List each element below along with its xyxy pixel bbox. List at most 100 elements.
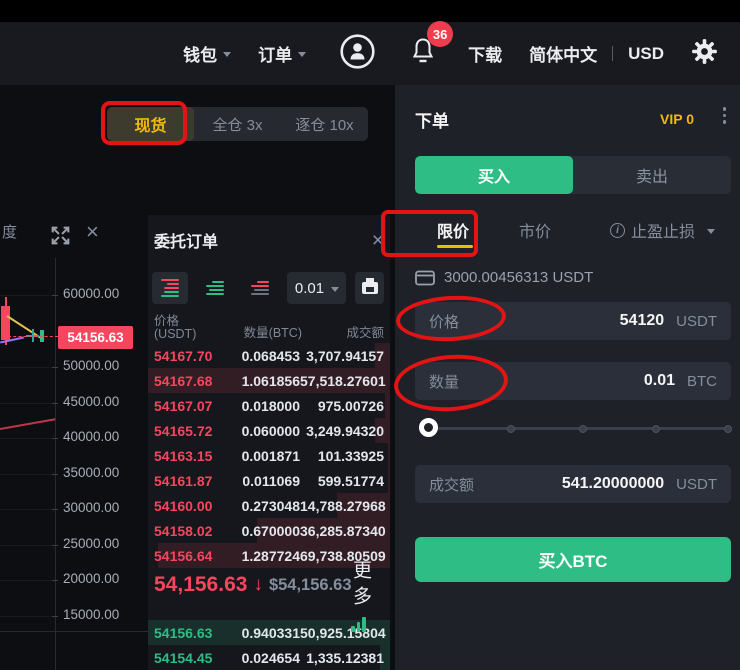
- row-price: 54156.64: [154, 547, 213, 564]
- precision-dropdown[interactable]: 0.01: [287, 272, 347, 304]
- depth-bar: [375, 343, 390, 368]
- close-icon: ×: [371, 228, 384, 252]
- buy-tab[interactable]: 买入: [415, 156, 573, 194]
- divider: [612, 46, 614, 61]
- tab-market-order[interactable]: 市价: [519, 224, 552, 241]
- available-balance-value: 3000.00456313 USDT: [444, 269, 594, 286]
- depth-bar: [148, 620, 390, 645]
- axis-label: 45000.00: [63, 394, 120, 409]
- axis-price-tag: 54156.63: [58, 326, 133, 349]
- available-balance-row: 3000.00456313 USDT: [415, 269, 593, 286]
- sell-tab[interactable]: 卖出: [635, 169, 668, 186]
- user-avatar-icon: [340, 33, 375, 69]
- slider-dot[interactable]: [506, 424, 515, 433]
- nav-wallet[interactable]: 钱包: [183, 41, 232, 66]
- orderbook-ask-row[interactable]: 54163.15 0.001871 101.33925: [148, 443, 390, 468]
- row-total: 69,738.80509: [300, 547, 386, 564]
- orderbook-ask-row[interactable]: 54158.02 0.670000 36,285.87340: [148, 518, 390, 543]
- orderbook-ask-row[interactable]: 54167.70 0.068453 3,707.94157: [148, 343, 390, 368]
- price-input-field[interactable]: 价格 54120 USDT: [415, 302, 731, 340]
- row-amount: 0.024654: [241, 649, 300, 666]
- col-header-total: 成交额: [346, 326, 384, 340]
- orderbook-view-asks-button[interactable]: [242, 272, 278, 304]
- row-price: 54165.72: [154, 422, 213, 439]
- orderbook-bid-row[interactable]: 54154.45 0.024654 1,335.12381: [148, 645, 390, 670]
- row-total: 57,518.27601: [300, 372, 386, 389]
- nav-wallet-label: 钱包: [183, 46, 218, 65]
- orderbook-ask-row[interactable]: 54156.64 1.287724 69,738.80509: [148, 543, 390, 568]
- axis-label: 25000.00: [63, 536, 120, 551]
- nav-currency-label: USD: [628, 43, 664, 63]
- orderbook-ask-row[interactable]: 54160.00 0.273048 14,788.27968: [148, 493, 390, 518]
- vip-level-badge[interactable]: VIP 0: [660, 111, 694, 127]
- bell-icon: [412, 38, 434, 63]
- info-icon: i: [610, 222, 625, 238]
- orderbook-panel: 委托订单 × 0.01: [148, 215, 390, 670]
- depth-bar: [336, 493, 390, 518]
- profile-avatar-button[interactable]: [339, 33, 376, 75]
- row-price: 54167.68: [154, 372, 213, 389]
- orderbook-ask-row[interactable]: 54167.07 0.018000 975.00726: [148, 393, 390, 418]
- row-total: 1,335.12381: [306, 649, 384, 666]
- grid-line: [0, 367, 53, 368]
- slider-dot[interactable]: [724, 424, 733, 433]
- axis-tick: [52, 545, 58, 546]
- nav-download[interactable]: 下载: [468, 41, 502, 66]
- nav-currency[interactable]: USD: [628, 44, 664, 64]
- expand-fullscreen-button[interactable]: [48, 223, 73, 253]
- row-total: 50,925.15804: [300, 624, 386, 641]
- row-amount: 0.940331: [241, 624, 300, 641]
- orderbook-ask-row[interactable]: 54167.68 1.061856 57,518.27601: [148, 368, 390, 393]
- tab-cross-margin[interactable]: 全仓 3x: [212, 116, 263, 134]
- close-icon: ×: [86, 219, 99, 244]
- col-header-amount: 数量(BTC): [243, 326, 302, 340]
- row-price: 54160.00: [154, 497, 213, 514]
- top-navigation-bar: 钱包 订单 36 下载 简体中文 U: [0, 21, 740, 85]
- depth-bar: [385, 393, 390, 418]
- axis-label: 60000.00: [63, 286, 120, 301]
- bid-rows: 54156.63 0.940331 50,925.15804 54154.45 0.02…: [148, 620, 390, 670]
- orderbook-view-both-button[interactable]: [152, 272, 189, 304]
- last-price-row[interactable]: 54,156.63 ↓ $54,156.63: [154, 573, 352, 597]
- row-amount: 0.001871: [241, 447, 300, 464]
- nav-language[interactable]: 简体中文: [529, 41, 597, 66]
- slider-handle[interactable]: [419, 418, 438, 437]
- last-price: 54,156.63: [154, 573, 248, 596]
- orderbook-ask-row[interactable]: 54165.72 0.060000 3,249.94320: [148, 418, 390, 443]
- orderbook-view-bids-button[interactable]: [197, 272, 233, 304]
- tab-spot[interactable]: 现货: [107, 107, 194, 141]
- amount-percentage-slider[interactable]: [415, 417, 733, 439]
- buy-btc-submit-button[interactable]: 买入BTC: [415, 537, 731, 582]
- order-type-tabs: 限价 市价 i 止盈止损: [415, 218, 731, 248]
- nav-orders[interactable]: 订单: [258, 41, 307, 66]
- chart-close-button[interactable]: ×: [86, 219, 99, 245]
- orderbook-ask-row[interactable]: 54161.87 0.011069 599.51774: [148, 468, 390, 493]
- orderbook-settings-button[interactable]: [355, 272, 384, 304]
- orderbook-more-link[interactable]: 更多: [350, 560, 371, 612]
- tab-isolated-margin[interactable]: 逐仓 10x: [295, 116, 354, 134]
- notifications-button[interactable]: 36: [409, 21, 454, 71]
- slider-track[interactable]: [437, 424, 733, 433]
- orderbook-close-button[interactable]: ×: [372, 230, 384, 251]
- last-price-usd: $54,156.63: [268, 575, 352, 594]
- tab-limit-order[interactable]: 限价: [437, 224, 470, 241]
- tab-stop-limit-order[interactable]: i 止盈止损: [610, 218, 716, 242]
- slider-dot[interactable]: [579, 424, 588, 433]
- col-header-price-unit: (USDT): [154, 327, 197, 341]
- printer-icon: [361, 278, 378, 294]
- amount-input-field[interactable]: 数量 0.01 BTC: [415, 362, 731, 400]
- axis-label: 35000.00: [63, 465, 120, 480]
- orderbook-title: 委托订单: [154, 234, 219, 251]
- slider-dot[interactable]: [651, 424, 660, 433]
- settings-button[interactable]: [691, 38, 718, 70]
- price-value: 54120: [619, 312, 665, 329]
- panel-menu-button[interactable]: [722, 107, 726, 124]
- wallet-icon: [415, 270, 435, 285]
- row-price: 54161.87: [154, 472, 213, 489]
- chart-panel-title-partial: 度: [2, 224, 18, 241]
- total-input-field[interactable]: 成交额 541.20000000 USDT: [415, 465, 731, 503]
- axis-label: 15000.00: [63, 607, 120, 622]
- depth-bar: [387, 468, 390, 493]
- row-amount: 0.068453: [241, 347, 300, 364]
- row-total: 3,707.94157: [306, 347, 384, 364]
